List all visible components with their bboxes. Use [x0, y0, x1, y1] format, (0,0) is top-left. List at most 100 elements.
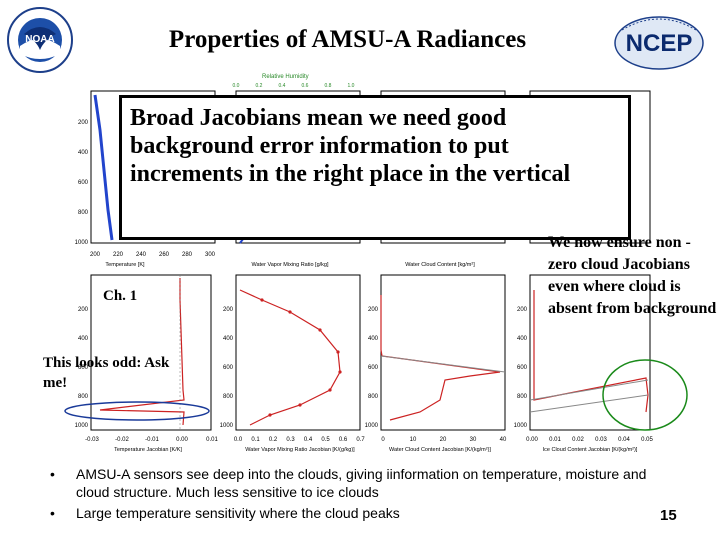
bottom-pressure-label: 400: [517, 336, 528, 342]
vapor-jacobian-point: [338, 370, 342, 374]
noaa-logo-text: NOAA: [25, 34, 54, 45]
vapor-jacobian-point: [328, 388, 332, 392]
top-row-pressure-labels: 200 400 600 800 1000: [75, 120, 89, 246]
vapor-jacobian-curve: [239, 289, 341, 426]
ice-jacobian-tick: 0.03: [595, 437, 607, 443]
vapor-jacobian-point: [268, 413, 272, 417]
bottom-pressure-label: 1000: [220, 423, 234, 429]
ice-jacobian-tick: 0.04: [618, 437, 630, 443]
vapor-jacobian-point: [298, 403, 302, 407]
bottom-pressure-label: 800: [78, 394, 89, 400]
bottom-pressure-label: 400: [223, 336, 234, 342]
ncep-logo-text: NCEP: [626, 30, 693, 57]
ncep-logo: NCEP: [614, 16, 704, 70]
bottom-pressure-label: 200: [368, 307, 379, 313]
panel-temperature-jacobian: [90, 274, 212, 431]
bottom-axis-label: Water Vapor Mixing Ratio Jacobian [K/(g/…: [245, 447, 355, 453]
bullet-item: • AMSU-A sensors see deep into the cloud…: [50, 465, 670, 501]
top-pressure-label: 800: [78, 210, 89, 216]
cloud-jacobian-curve: [380, 295, 501, 421]
relative-humidity-tick: 0.2: [256, 83, 263, 89]
relative-humidity-tick: 1.0: [348, 83, 355, 89]
vapor-jacobian-tick: 0.3: [286, 437, 295, 443]
bottom-pressure-label: 800: [223, 394, 234, 400]
vapor-jacobian-point: [288, 310, 292, 314]
ice-jacobian-tick: 0.02: [572, 437, 584, 443]
cloud-jacobian-tick: 10: [410, 437, 417, 443]
vapor-jacobian-point: [260, 298, 264, 302]
ice-jacobian-tick: 0.05: [641, 437, 653, 443]
panel-ice-jacobian: [529, 274, 651, 431]
bottom-pressure-label: 800: [368, 394, 379, 400]
vapor-jacobian-tick: 0.0: [234, 437, 243, 443]
ice-jacobian-tick: 0.01: [549, 437, 561, 443]
bullet-text: Large temperature sensitivity where the …: [76, 505, 400, 521]
temperature-jacobian-tick: 0.01: [206, 437, 218, 443]
bottom-pressure-label: 1000: [514, 423, 528, 429]
bullet-item: • Large temperature sensitivity where th…: [50, 504, 670, 522]
top-axis-label: Water Vapor Mixing Ratio [g/kg]: [251, 262, 329, 268]
ice-grey-line-1: [529, 379, 649, 401]
vapor-jacobian-tick: 0.4: [304, 437, 313, 443]
bullet-text: AMSU-A sensors see deep into the clouds,…: [76, 466, 647, 500]
bottom-pressure-label: 200: [517, 307, 528, 313]
temperature-jacobian-tick: -0.01: [145, 437, 159, 443]
bottom-axis-label: Water Cloud Content Jacobian [K/(kg/m²)]: [389, 447, 491, 453]
bottom-pressure-label: 200: [223, 307, 234, 313]
bottom-pressure-label: 1000: [365, 423, 379, 429]
vapor-jacobian-points: [260, 298, 342, 417]
bullet-dot: •: [50, 505, 55, 521]
top-axis-label: Water Cloud Content [kg/m²]: [405, 262, 475, 268]
relative-humidity-tick: 0.8: [325, 83, 332, 89]
top-axis-labels: Temperature [K] Water Vapor Mixing Ratio …: [105, 262, 475, 268]
relative-humidity-tick: 0.0: [233, 83, 240, 89]
top-temperature-ticks: 200 220 240 260 280 300: [90, 252, 216, 258]
bottom-pressure-label: 600: [223, 365, 234, 371]
relative-humidity-ticks: 0.0 0.2 0.4 0.6 0.8 1.0: [233, 83, 355, 89]
bottom-axis-labels: Temperature Jacobian [K/K] Water Vapor Mi…: [114, 447, 638, 453]
temperature-jacobian-tick: 0.00: [176, 437, 188, 443]
cloud-grey-line: [380, 355, 506, 373]
bullet-dot: •: [50, 466, 55, 482]
odd-note: This looks odd: Ask me!: [43, 355, 170, 391]
vapor-jacobian-tick: 0.7: [356, 437, 365, 443]
top-temperature-tick: 200: [90, 252, 101, 258]
ice-jacobian-ellipse: [602, 359, 688, 431]
cloud-jacobian-tick: 30: [470, 437, 477, 443]
vapor-jacobian-point: [336, 350, 340, 354]
relative-humidity-tick: 0.4: [279, 83, 286, 89]
top-temperature-tick: 220: [113, 252, 124, 258]
panel-cloud-jacobian: [380, 274, 506, 431]
bottom-axis-label: Temperature Jacobian [K/K]: [114, 447, 182, 453]
channel-label: Ch. 1: [103, 288, 138, 304]
bottom-pressure-label: 400: [78, 336, 89, 342]
top-pressure-label: 200: [78, 120, 89, 126]
top-axis-label: Temperature [K]: [105, 262, 145, 268]
top-temperature-tick: 240: [136, 252, 147, 258]
bottom-pressure-label: 600: [517, 365, 528, 371]
page-number: 15: [660, 507, 677, 524]
top-temperature-tick: 260: [159, 252, 170, 258]
ice-jacobian-curve: [533, 290, 649, 413]
bottom-pressure-label: 400: [368, 336, 379, 342]
bottom-axis-ticks: -0.03 -0.02 -0.01 0.00 0.01 0.0 0.1 0.2 0.3 0.4 0.…: [85, 437, 653, 443]
cloud-jacobian-note: We now ensure non -zero cloud Jacobians …: [548, 234, 717, 317]
vapor-jacobian-tick: 0.5: [321, 437, 330, 443]
vapor-jacobian-tick: 0.1: [251, 437, 260, 443]
ice-grey-line-2: [529, 394, 649, 413]
slide-title: Properties of AMSU-A Radiances: [168, 26, 527, 53]
odd-spike-ellipse: [64, 401, 210, 421]
vapor-jacobian-point: [318, 328, 322, 332]
cloud-jacobian-tick: 40: [500, 437, 507, 443]
bottom-pressure-label: 800: [517, 394, 528, 400]
bottom-pressure-label: 1000: [75, 423, 89, 429]
panel-vapor-jacobian: [235, 274, 361, 431]
cloud-jacobian-tick: 20: [440, 437, 447, 443]
temperature-jacobian-tick: -0.02: [115, 437, 129, 443]
bottom-pressure-label: 600: [78, 365, 89, 371]
bottom-row-pressure-labels: 200 200 200 200 400 400 400 400 600 600 600 600 800 8…: [75, 307, 528, 429]
top-pressure-label: 400: [78, 150, 89, 156]
top-pressure-label: 600: [78, 180, 89, 186]
bottom-pressure-label: 600: [368, 365, 379, 371]
bottom-axis-label: Ice Cloud Content Jacobian [K/(kg/m²)]: [543, 447, 638, 453]
